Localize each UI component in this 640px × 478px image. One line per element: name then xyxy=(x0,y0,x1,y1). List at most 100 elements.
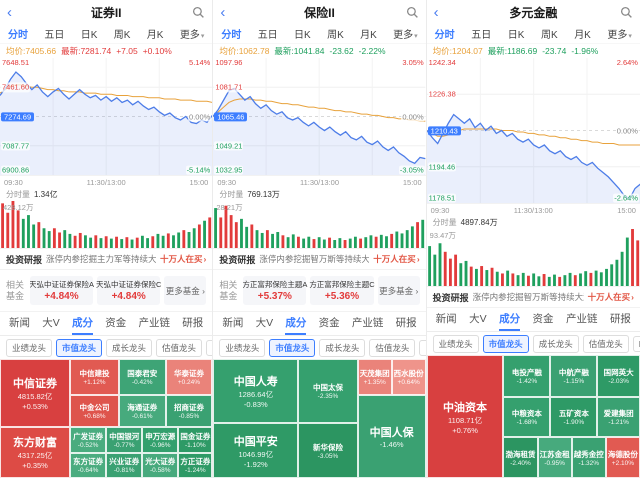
treemap-tile[interactable]: 电投产融 -1.42% xyxy=(503,355,551,397)
treemap-tile[interactable]: 东方财富 4317.25亿 +0.35% xyxy=(0,426,71,478)
fund-chip[interactable]: 方正富邦保险主题C +5.36% xyxy=(309,276,375,305)
period-tab-3[interactable]: 周K xyxy=(540,30,558,41)
period-tab-5[interactable]: 更多▾ xyxy=(393,30,418,41)
volume-chart[interactable]: 28.21万 xyxy=(213,201,426,249)
period-tab-0[interactable]: 分时 xyxy=(221,30,242,41)
search-button[interactable] xyxy=(191,6,205,19)
treemap-tile[interactable]: 国金证券 -1.10% xyxy=(178,426,213,453)
back-chevron-icon[interactable]: ‹ xyxy=(7,3,12,21)
treemap-tile[interactable]: 方正证券 -1.24% xyxy=(178,453,213,478)
treemap-tile[interactable]: 光大证券 -0.58% xyxy=(142,453,179,478)
treemap-tile[interactable]: 西水股份 +0.64% xyxy=(391,359,426,395)
period-tab-0[interactable]: 分时 xyxy=(434,30,455,41)
period-tab-3[interactable]: 周K xyxy=(327,30,344,41)
more-funds-chip[interactable]: 更多基金 › xyxy=(164,276,207,305)
leader-tab-4[interactable]: PEG xyxy=(632,335,640,352)
hot-buyers-link[interactable]: 十万人在买› xyxy=(159,254,207,264)
leader-tab-3[interactable]: 估值龙头 xyxy=(582,334,629,353)
period-tab-1[interactable]: 五日 xyxy=(257,30,278,41)
section-tab-4[interactable]: 产业链 xyxy=(565,313,598,325)
leader-tab-2[interactable]: 成长龙头 xyxy=(532,334,579,353)
period-tab-4[interactable]: 月K xyxy=(360,30,377,41)
treemap-tile[interactable]: 国泰君安 -0.42% xyxy=(118,359,166,395)
section-tab-0[interactable]: 新闻 xyxy=(9,317,30,329)
hot-buyers-link[interactable]: 十万人在买› xyxy=(587,292,634,302)
section-tab-3[interactable]: 资金 xyxy=(532,313,554,325)
leader-tab-0[interactable]: 业绩龙头 xyxy=(219,338,266,357)
fund-chip[interactable]: 天弘中证证券保险C +4.84% xyxy=(96,276,161,305)
treemap-tile[interactable]: 广发证券 -0.52% xyxy=(70,426,107,453)
period-tab-0[interactable]: 分时 xyxy=(8,30,28,41)
treemap-tile[interactable]: 中粮资本 -1.68% xyxy=(503,396,551,438)
section-tab-5[interactable]: 研报 xyxy=(609,313,631,325)
treemap-tile[interactable]: 中信证券 4815.82亿 +0.53% xyxy=(0,359,71,427)
period-tab-1[interactable]: 五日 xyxy=(44,30,65,41)
treemap-tile[interactable]: 中国太保 -2.35% xyxy=(298,359,358,424)
fund-chip[interactable]: 天弘中证证券保险A +4.84% xyxy=(30,276,94,305)
leader-tab-4[interactable]: PEG xyxy=(419,339,426,356)
research-row[interactable]: 投资研报涨停内参挖掘智万斯等持续大涨...十万人在买› xyxy=(426,287,640,308)
back-chevron-icon[interactable]: ‹ xyxy=(220,3,226,21)
leader-tab-3[interactable]: 估值龙头 xyxy=(369,338,416,357)
treemap-tile[interactable]: 中金公司 +0.68% xyxy=(70,394,119,427)
section-tab-4[interactable]: 产业链 xyxy=(351,317,384,329)
treemap-tile[interactable]: 华泰证券 +0.24% xyxy=(165,359,213,395)
section-tab-1[interactable]: 大V xyxy=(469,313,487,325)
more-funds-chip[interactable]: 更多基金 › xyxy=(377,276,420,305)
treemap-tile[interactable]: 兴业证券 -0.81% xyxy=(106,453,143,478)
treemap-tile[interactable]: 中国人保 -1.46% xyxy=(357,394,426,478)
treemap-tile[interactable]: 东方证券 -0.64% xyxy=(70,453,107,478)
treemap-tile[interactable]: 国网英大 -2.03% xyxy=(597,355,640,397)
treemap-tile[interactable]: 江苏金租 -0.95% xyxy=(537,437,572,478)
section-tab-2[interactable]: 成分 xyxy=(72,312,94,335)
minute-chart[interactable]: 7648.51 7461.60 7274.69 7087.77 6900.86 5.14%… xyxy=(0,58,213,176)
treemap-tile[interactable]: 海通证券 -0.61% xyxy=(118,394,166,427)
treemap-tile[interactable]: 中油资本 1108.71亿 +0.76% xyxy=(426,355,504,478)
treemap-tile[interactable]: 中航产融 -1.15% xyxy=(550,355,598,397)
leader-tab-4[interactable]: PEG xyxy=(206,339,213,356)
back-chevron-icon[interactable]: ‹ xyxy=(433,3,439,21)
treemap-tile[interactable]: 新华保险 -3.05% xyxy=(298,423,358,478)
search-button[interactable] xyxy=(619,6,633,19)
treemap-tile[interactable]: 爱建集团 -1.21% xyxy=(597,396,640,438)
period-tab-4[interactable]: 月K xyxy=(146,30,164,41)
section-tab-1[interactable]: 大V xyxy=(255,317,274,329)
treemap-tile[interactable]: 中国平安 1046.99亿 -1.92% xyxy=(213,423,299,478)
period-tab-5[interactable]: 更多▾ xyxy=(607,30,632,41)
leader-tab-1[interactable]: 市值龙头 xyxy=(482,334,529,353)
leader-tab-1[interactable]: 市值龙头 xyxy=(269,338,316,357)
leader-tab-2[interactable]: 成长龙头 xyxy=(106,338,153,357)
treemap-tile[interactable]: 中国银河 -0.77% xyxy=(106,426,143,453)
treemap-tile[interactable]: 招商证券 -0.85% xyxy=(165,394,213,427)
section-tab-2[interactable]: 成分 xyxy=(285,312,307,335)
period-tab-3[interactable]: 周K xyxy=(113,30,131,41)
treemap-tile[interactable]: 申万宏源 -0.96% xyxy=(142,426,179,453)
volume-chart[interactable]: 428.12万 xyxy=(0,201,213,249)
section-tab-2[interactable]: 成分 xyxy=(499,308,521,331)
period-tab-2[interactable]: 日K xyxy=(80,30,98,41)
leader-tab-1[interactable]: 市值龙头 xyxy=(56,338,103,357)
treemap-tile[interactable]: 中国人寿 1286.64亿 -0.83% xyxy=(213,359,299,424)
leader-tab-0[interactable]: 业绩龙头 xyxy=(6,338,53,357)
section-tab-0[interactable]: 新闻 xyxy=(222,317,244,329)
treemap-tile[interactable]: 越秀金控 -1.32% xyxy=(571,437,606,478)
period-tab-4[interactable]: 月K xyxy=(574,30,591,41)
section-tab-3[interactable]: 资金 xyxy=(105,317,127,329)
leader-tab-3[interactable]: 估值龙头 xyxy=(156,338,203,357)
section-tab-0[interactable]: 新闻 xyxy=(435,313,457,325)
treemap-tile[interactable]: 海德股份 +2.10% xyxy=(605,437,640,478)
period-tab-5[interactable]: 更多▾ xyxy=(179,30,205,41)
treemap-tile[interactable]: 五矿资本 -1.90% xyxy=(550,396,598,438)
period-tab-1[interactable]: 五日 xyxy=(471,30,492,41)
research-row[interactable]: 投资研报涨停内参挖掘主力军等持续大涨...十万人在买› xyxy=(0,249,213,270)
minute-chart[interactable]: 1242.34 1226.38 1210.43 1194.46 1178.51 2.64%… xyxy=(426,58,640,204)
leader-tab-2[interactable]: 成长龙头 xyxy=(319,338,366,357)
search-button[interactable] xyxy=(405,6,419,19)
period-tab-2[interactable]: 日K xyxy=(294,30,311,41)
treemap-tile[interactable]: 中信建投 +1.12% xyxy=(70,359,119,395)
section-tab-1[interactable]: 大V xyxy=(42,317,60,329)
research-row[interactable]: 投资研报涨停内参挖掘智万斯等持续大涨...十万人在买› xyxy=(213,249,426,270)
treemap-tile[interactable]: 渤海租赁 -2.40% xyxy=(503,437,538,478)
volume-chart[interactable]: 93.47万 xyxy=(426,229,640,287)
section-tab-3[interactable]: 资金 xyxy=(318,317,340,329)
